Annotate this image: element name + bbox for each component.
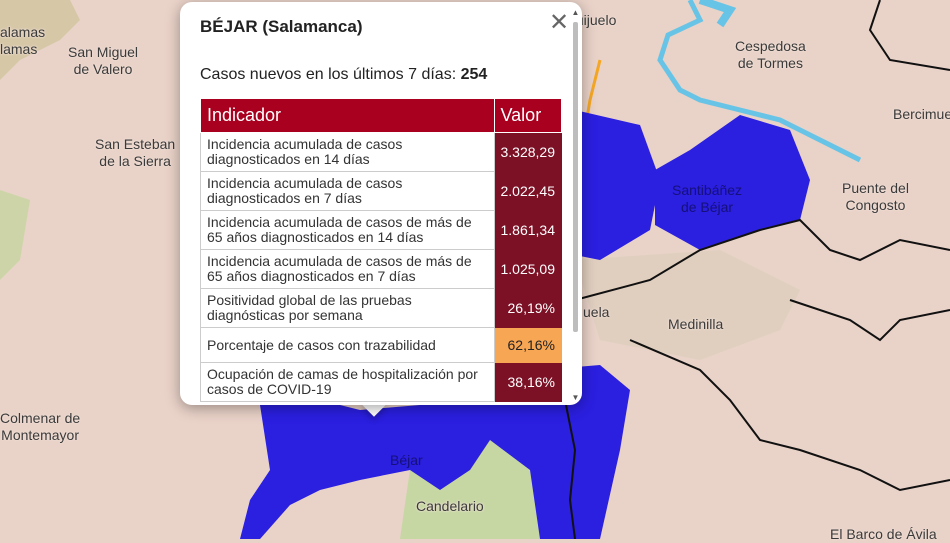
indicator-cell: Ocupación de camas de hospitalización po… <box>200 362 495 402</box>
table-row: Incidencia acumulada de casos diagnostic… <box>200 132 562 172</box>
indicator-table: Indicador Valor Incidencia acumulada de … <box>200 98 562 402</box>
place-label: San Miguel de Valero <box>68 44 139 77</box>
value-cell: 3.328,29 <box>493 132 562 172</box>
value-cell: 2.022,45 <box>493 171 562 211</box>
place-label: Bercimuel <box>893 106 950 122</box>
cases-summary: Casos nuevos en los últimos 7 días: 254 <box>200 66 487 84</box>
place-label: Cespedosa de Tormes <box>735 38 806 71</box>
district-guijuelo[interactable] <box>575 110 660 260</box>
district-santibanez[interactable] <box>655 115 810 250</box>
table-header-row: Indicador Valor <box>200 98 562 133</box>
close-icon[interactable]: ✕ <box>549 9 570 36</box>
border-line <box>868 0 950 71</box>
place-label: Santibáñez de Béjar <box>672 182 743 215</box>
river <box>657 0 862 163</box>
value-cell: 26,19% <box>493 288 562 328</box>
indicator-table-container[interactable]: Indicador Valor Incidencia acumulada de … <box>200 98 562 403</box>
table-row: Incidencia acumulada de casos de más de … <box>200 249 562 289</box>
place-label: Béjar <box>390 452 423 468</box>
value-cell: 62,16% <box>493 327 562 363</box>
terrain-zone <box>575 250 800 360</box>
table-row: Incidencia acumulada de casos de más de … <box>200 210 562 250</box>
place-label: Puente del Congosto <box>842 180 909 213</box>
border-line <box>574 218 950 301</box>
info-popup: BÉJAR (Salamanca) ✕ Casos nuevos en los … <box>180 2 582 405</box>
border-line <box>564 399 577 539</box>
header-indicador: Indicador <box>200 98 495 133</box>
border-line <box>789 299 950 342</box>
cases-label: Casos nuevos en los últimos 7 días: <box>200 66 457 83</box>
table-row: Porcentaje de casos con trazabilidad 62,1… <box>200 327 562 363</box>
value-cell: 38,16% <box>493 362 562 402</box>
place-label: uela <box>583 304 610 320</box>
table-row: Ocupación de camas de hospitalización po… <box>200 362 562 402</box>
table-row: Positividad global de las pruebas diagnó… <box>200 288 562 328</box>
place-label: Candelario <box>416 498 484 514</box>
popup-scrollbar[interactable]: ▲ ▼ <box>571 8 580 403</box>
scrollbar-thumb[interactable] <box>573 22 578 332</box>
header-valor: Valor <box>493 98 562 133</box>
scroll-up-icon[interactable]: ▲ <box>571 8 580 17</box>
indicator-cell: Incidencia acumulada de casos diagnostic… <box>200 132 495 172</box>
terrain-zone <box>0 190 30 280</box>
indicator-cell: Incidencia acumulada de casos de más de … <box>200 249 495 289</box>
reservoir <box>698 0 737 28</box>
place-label: Medinilla <box>668 316 724 332</box>
place-label: El Barco de Ávila <box>830 526 937 542</box>
cases-value: 254 <box>460 66 488 83</box>
place-label: alamas lamas <box>0 24 46 57</box>
value-cell: 1.861,34 <box>493 210 562 250</box>
district-bejar[interactable] <box>240 365 630 539</box>
terrain-zone <box>0 0 80 80</box>
place-label: San Esteban de la Sierra <box>95 136 176 169</box>
place-label: Colmenar de Montemayor <box>0 410 81 443</box>
indicator-cell: Porcentaje de casos con trazabilidad <box>200 327 495 363</box>
border-line <box>629 339 950 492</box>
indicator-cell: Incidencia acumulada de casos diagnostic… <box>200 171 495 211</box>
indicator-cell: Positividad global de las pruebas diagnó… <box>200 288 495 328</box>
scroll-down-icon[interactable]: ▼ <box>571 393 580 402</box>
popup-title: BÉJAR (Salamanca) <box>200 17 363 36</box>
table-row: Incidencia acumulada de casos diagnostic… <box>200 171 562 211</box>
value-cell: 1.025,09 <box>493 249 562 289</box>
indicator-cell: Incidencia acumulada de casos de más de … <box>200 210 495 250</box>
